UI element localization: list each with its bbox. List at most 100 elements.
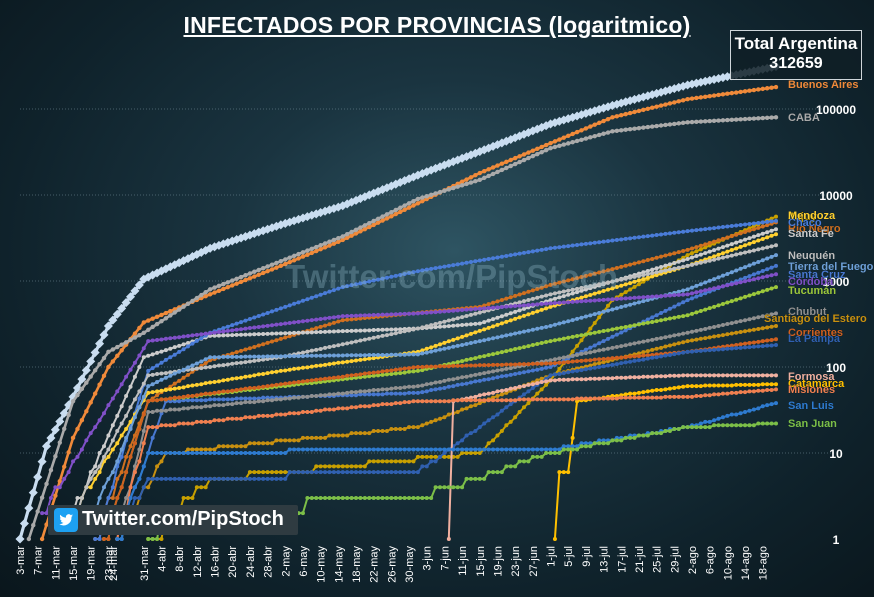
data-point bbox=[128, 485, 133, 490]
data-point bbox=[720, 255, 725, 260]
data-point bbox=[539, 294, 544, 299]
data-point bbox=[623, 127, 628, 132]
data-point bbox=[738, 280, 743, 285]
data-point bbox=[314, 317, 319, 322]
data-point bbox=[411, 365, 416, 370]
data-point bbox=[566, 444, 571, 449]
data-point bbox=[340, 391, 345, 396]
data-point bbox=[641, 295, 646, 300]
data-point bbox=[318, 393, 323, 398]
data-point bbox=[128, 384, 133, 389]
data-point bbox=[70, 399, 76, 404]
data-point bbox=[300, 447, 305, 452]
data-point bbox=[119, 470, 124, 475]
data-point bbox=[698, 373, 703, 378]
data-point bbox=[117, 303, 127, 313]
data-point bbox=[415, 384, 420, 389]
data-point bbox=[380, 372, 385, 377]
data-point bbox=[146, 390, 151, 395]
data-point bbox=[393, 401, 398, 406]
data-point bbox=[358, 357, 363, 362]
data-point bbox=[632, 126, 637, 131]
data-point bbox=[575, 299, 580, 304]
data-point bbox=[146, 476, 151, 481]
data-point bbox=[544, 340, 549, 345]
data-point bbox=[703, 307, 708, 312]
data-point bbox=[508, 366, 513, 371]
data-point bbox=[446, 324, 451, 329]
data-point bbox=[256, 385, 261, 390]
data-point bbox=[256, 470, 261, 475]
data-point bbox=[477, 371, 482, 376]
data-point bbox=[566, 141, 571, 146]
data-point bbox=[707, 118, 712, 124]
data-point bbox=[424, 447, 429, 452]
data-point bbox=[300, 435, 305, 440]
data-point bbox=[331, 433, 336, 438]
data-point bbox=[380, 402, 385, 407]
data-point bbox=[535, 342, 540, 347]
data-point bbox=[358, 328, 363, 333]
data-point bbox=[349, 393, 354, 398]
data-point bbox=[597, 396, 602, 401]
data-point bbox=[703, 259, 708, 264]
data-point bbox=[747, 389, 752, 394]
data-point bbox=[738, 342, 743, 347]
data-point bbox=[579, 295, 584, 300]
data-point bbox=[177, 476, 182, 481]
data-point bbox=[690, 349, 694, 354]
data-point bbox=[734, 252, 739, 257]
data-point bbox=[676, 394, 681, 399]
data-point bbox=[725, 322, 730, 327]
data-point bbox=[650, 105, 655, 110]
data-point bbox=[486, 398, 491, 403]
data-point bbox=[747, 373, 752, 378]
data-point bbox=[181, 347, 186, 352]
data-point bbox=[667, 429, 672, 434]
data-point bbox=[482, 175, 487, 181]
data-point bbox=[579, 368, 584, 373]
data-point bbox=[685, 120, 690, 125]
data-point bbox=[234, 401, 239, 406]
data-point bbox=[725, 117, 730, 123]
data-point bbox=[477, 258, 482, 263]
data-point bbox=[446, 447, 451, 452]
data-point bbox=[305, 435, 310, 440]
data-point bbox=[375, 220, 381, 225]
data-point bbox=[208, 476, 213, 481]
y-tick-label: 10000 bbox=[819, 189, 853, 203]
data-point bbox=[774, 401, 778, 406]
data-point bbox=[208, 419, 213, 424]
data-point bbox=[561, 135, 566, 140]
data-point bbox=[398, 385, 403, 390]
data-point bbox=[698, 384, 703, 389]
data-point bbox=[566, 335, 571, 340]
data-point bbox=[252, 441, 257, 446]
data-point bbox=[606, 346, 610, 351]
data-point bbox=[159, 397, 164, 402]
data-point bbox=[592, 320, 597, 325]
data-point bbox=[526, 298, 531, 303]
data-point bbox=[438, 265, 442, 270]
data-point bbox=[398, 352, 403, 357]
data-point bbox=[309, 435, 314, 440]
data-point bbox=[349, 317, 354, 322]
data-point bbox=[389, 386, 394, 391]
data-point bbox=[579, 288, 584, 293]
data-point bbox=[751, 340, 756, 345]
twitter-badge[interactable]: Twitter.com/PipStoch bbox=[48, 505, 298, 535]
data-point bbox=[592, 330, 597, 335]
data-point bbox=[207, 292, 213, 297]
data-point bbox=[751, 272, 756, 277]
data-point bbox=[159, 360, 164, 365]
data-point bbox=[548, 361, 553, 366]
data-point bbox=[221, 403, 226, 408]
data-point bbox=[650, 355, 655, 360]
data-point bbox=[168, 451, 173, 455]
data-point bbox=[415, 201, 421, 206]
data-point bbox=[756, 220, 761, 225]
data-point bbox=[159, 371, 164, 376]
data-point bbox=[477, 310, 482, 315]
data-point bbox=[482, 338, 487, 343]
